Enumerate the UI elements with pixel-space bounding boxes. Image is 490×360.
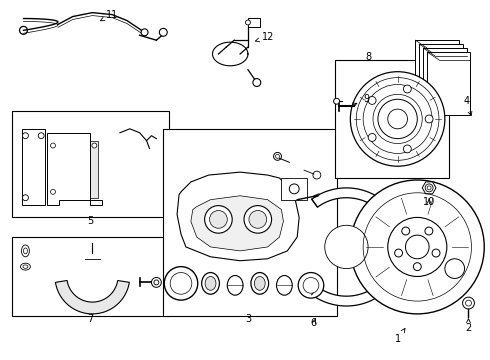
- Circle shape: [23, 133, 28, 139]
- Text: 1: 1: [394, 328, 405, 345]
- Bar: [335, 60, 449, 178]
- Circle shape: [210, 211, 227, 228]
- Circle shape: [244, 206, 271, 233]
- Polygon shape: [422, 182, 436, 194]
- Circle shape: [403, 145, 411, 153]
- Circle shape: [50, 189, 55, 194]
- Bar: [248, 18, 260, 27]
- Text: 11: 11: [100, 10, 118, 21]
- Circle shape: [463, 297, 474, 309]
- Bar: [427, 52, 470, 115]
- Circle shape: [388, 109, 408, 129]
- Ellipse shape: [22, 245, 29, 257]
- Circle shape: [289, 184, 299, 194]
- Circle shape: [394, 249, 402, 257]
- Circle shape: [253, 78, 261, 86]
- Circle shape: [388, 217, 447, 276]
- Polygon shape: [191, 196, 283, 251]
- Circle shape: [334, 98, 340, 104]
- Polygon shape: [55, 280, 129, 314]
- Circle shape: [425, 115, 433, 123]
- Circle shape: [50, 143, 55, 148]
- Circle shape: [141, 29, 148, 36]
- Circle shape: [154, 280, 159, 285]
- Circle shape: [368, 96, 376, 104]
- Circle shape: [245, 20, 250, 25]
- Ellipse shape: [205, 276, 216, 290]
- Bar: [423, 48, 466, 111]
- Circle shape: [298, 273, 324, 298]
- Ellipse shape: [254, 276, 265, 290]
- Bar: [12, 111, 169, 217]
- Circle shape: [20, 26, 27, 34]
- Circle shape: [273, 152, 281, 160]
- Circle shape: [164, 267, 198, 300]
- Bar: [416, 40, 459, 103]
- Circle shape: [151, 278, 161, 287]
- Bar: [53, 141, 98, 198]
- Text: 10: 10: [423, 197, 435, 207]
- Ellipse shape: [21, 263, 30, 270]
- Circle shape: [368, 134, 376, 141]
- Circle shape: [275, 154, 279, 158]
- Circle shape: [414, 263, 421, 271]
- Text: 8: 8: [365, 52, 371, 62]
- Bar: [163, 129, 337, 316]
- Circle shape: [350, 180, 484, 314]
- Ellipse shape: [251, 273, 269, 294]
- Text: 6: 6: [311, 318, 317, 328]
- Circle shape: [445, 259, 465, 278]
- Circle shape: [23, 195, 28, 201]
- Bar: [281, 178, 307, 200]
- Circle shape: [432, 249, 440, 257]
- Text: 9: 9: [352, 94, 369, 107]
- Text: 2: 2: [466, 319, 471, 333]
- Circle shape: [249, 211, 267, 228]
- Circle shape: [170, 273, 192, 294]
- Ellipse shape: [24, 248, 27, 254]
- Circle shape: [402, 227, 410, 235]
- Ellipse shape: [23, 265, 28, 268]
- Circle shape: [159, 28, 167, 36]
- Circle shape: [427, 186, 431, 190]
- Ellipse shape: [202, 273, 220, 294]
- Circle shape: [466, 300, 471, 306]
- Circle shape: [425, 184, 433, 192]
- Ellipse shape: [227, 275, 243, 295]
- Polygon shape: [177, 172, 299, 261]
- Text: 3: 3: [245, 314, 251, 324]
- Bar: [12, 237, 169, 316]
- Polygon shape: [312, 188, 405, 306]
- Text: 12: 12: [255, 32, 274, 42]
- Polygon shape: [47, 133, 102, 204]
- Text: 5: 5: [87, 216, 94, 226]
- Circle shape: [378, 99, 417, 139]
- Circle shape: [313, 171, 321, 179]
- Bar: [419, 44, 463, 107]
- Circle shape: [92, 143, 97, 148]
- Circle shape: [205, 206, 232, 233]
- Text: 4: 4: [464, 96, 472, 116]
- Bar: [22, 129, 45, 204]
- Circle shape: [403, 85, 411, 93]
- Text: 7: 7: [87, 314, 94, 324]
- Circle shape: [425, 227, 433, 235]
- Circle shape: [325, 225, 368, 269]
- Circle shape: [38, 133, 44, 139]
- Ellipse shape: [276, 275, 292, 295]
- Circle shape: [406, 235, 429, 259]
- Circle shape: [303, 278, 319, 293]
- Circle shape: [350, 72, 445, 166]
